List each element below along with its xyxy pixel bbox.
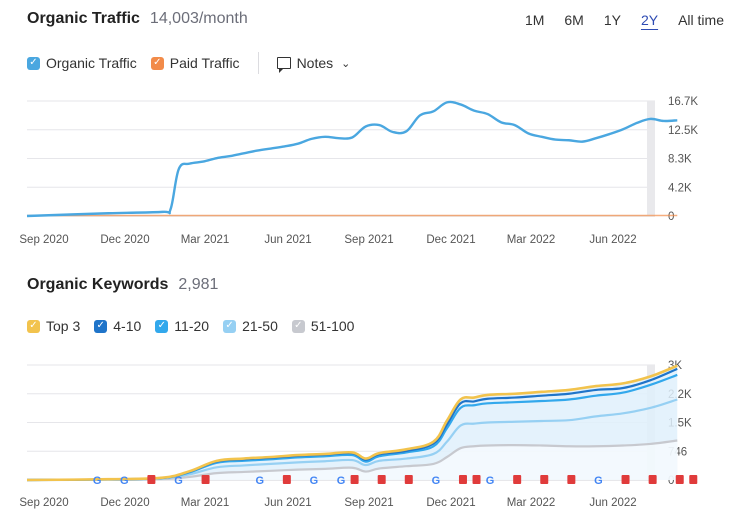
x-tick-label: Mar 2021 [181,234,230,246]
flag-icon [513,475,522,484]
legend-divider [257,52,259,74]
traffic-title: Organic Traffic [27,10,140,27]
flag-icon [282,475,291,484]
legend-organic-label: Organic Traffic [46,55,137,71]
x-tick-label: Mar 2022 [507,497,556,509]
legend-top3-label: Top 3 [46,318,81,334]
x-tick-label: Sep 2021 [344,497,393,509]
x-tick-label: Dec 2021 [426,497,475,509]
y-tick-label: 0 [668,475,674,487]
legend-51-100[interactable]: ✓ 51-100 [291,318,355,334]
keywords-area-lower [27,440,678,480]
x-tick-label: Jun 2022 [589,234,636,246]
series-line-organic-traffic [26,100,678,218]
legend-4-10-label: 4-10 [113,318,142,334]
legend-paid-label: Paid Traffic [169,55,240,71]
x-tick-label: Sep 2020 [19,497,68,509]
checkbox-icon: ✓ [291,319,305,333]
legend-organic-traffic[interactable]: ✓ Organic Traffic [27,55,137,71]
y-tick-label: 12.5K [668,125,698,137]
range-1m[interactable]: 1M [524,12,545,28]
flag-icon [404,475,413,484]
flag-icon [675,475,684,484]
checkbox-icon: ✓ [223,319,237,333]
range-all-time[interactable]: All time [678,12,724,28]
traffic-chart: 16.7K 12.5K 8.3K 4.2K 0 Sep 2020 Dec 2020 Mar 2… [19,96,698,246]
y-tick-label: 0 [668,211,674,223]
google-update-icon: G [337,475,346,487]
x-tick-label: Mar 2021 [181,497,230,509]
y-tick-label: 8.3K [668,154,692,166]
google-update-icon: G [255,475,264,487]
x-tick-label: Sep 2021 [344,234,393,246]
range-6m[interactable]: 6M [564,12,584,28]
x-tick-label: Jun 2021 [264,234,311,246]
keywords-title: Organic Keywords [27,276,169,293]
x-tick-label: Sep 2020 [19,234,68,246]
flag-icon [350,475,359,484]
flag-icon [472,475,481,484]
keywords-legend: ✓ Top 3 ✓ 4-10 ✓ 11-20 ✓ 21-50 ✓ 51-100 [27,318,354,334]
traffic-value: 14,003/month [149,10,248,27]
google-update-icon: G [310,475,319,487]
checkbox-icon: ✓ [150,56,164,70]
google-update-icon: G [432,475,441,487]
legend-21-50-label: 21-50 [242,318,278,334]
legend-paid-traffic[interactable]: ✓ Paid Traffic [150,55,240,71]
checkbox-icon: ✓ [27,319,40,333]
checkbox-icon: ✓ [94,319,108,333]
x-tick-label: Dec 2020 [100,497,149,509]
flag-icon [648,475,657,484]
range-selector: 1M 6M 1Y 2Y All time [525,12,724,28]
checkbox-icon: ✓ [155,319,169,333]
x-tick-label: Dec 2021 [426,234,475,246]
x-tick-label: Mar 2022 [507,234,556,246]
range-1y[interactable]: 1Y [603,12,621,28]
notes-dropdown[interactable]: Notes ⌄ [276,55,351,73]
flag-icon [147,475,156,484]
series-line-51-100 [26,439,678,482]
flag-icon [567,475,576,484]
notes-label: Notes [296,55,334,71]
google-update-icon: G [486,475,495,487]
current-period-band [647,101,655,216]
legend-11-20-label: 11-20 [174,318,210,334]
google-update-icon: G [594,475,603,487]
comment-icon [276,57,291,73]
series-line-21-50 [26,398,678,482]
keywords-value: 2,981 [178,276,219,293]
chevron-down-icon: ⌄ [341,57,351,70]
x-tick-label: Jun 2021 [264,497,311,509]
x-tick-label: Dec 2020 [100,234,149,246]
legend-21-50[interactable]: ✓ 21-50 [223,318,278,334]
google-update-icon: G [120,475,129,487]
traffic-legend: ✓ Organic Traffic ✓ Paid Traffic Notes ⌄ [27,52,350,74]
flag-icon [621,475,630,484]
x-tick-label: Jun 2022 [589,497,636,509]
y-tick-label: 4.2K [668,182,692,194]
google-update-icon: G [93,475,102,487]
flag-icon [540,475,549,484]
google-update-icon: G [174,475,183,487]
legend-top3[interactable]: ✓ Top 3 [27,318,80,334]
flag-icon [689,475,698,484]
legend-4-10[interactable]: ✓ 4-10 [94,318,141,334]
traffic-header: Organic Traffic 14,003/month [27,10,248,28]
range-2y[interactable]: 2Y [640,12,659,28]
checkbox-icon: ✓ [27,56,40,70]
legend-51-100-label: 51-100 [310,318,355,334]
flag-icon [458,475,467,484]
flag-icon [377,475,386,484]
keywords-header: Organic Keywords 2,981 [27,276,218,294]
legend-11-20[interactable]: ✓ 11-20 [155,318,209,334]
series-line-top-3 [26,364,678,482]
flag-icon [201,475,210,484]
y-tick-label: 16.7K [668,96,698,108]
